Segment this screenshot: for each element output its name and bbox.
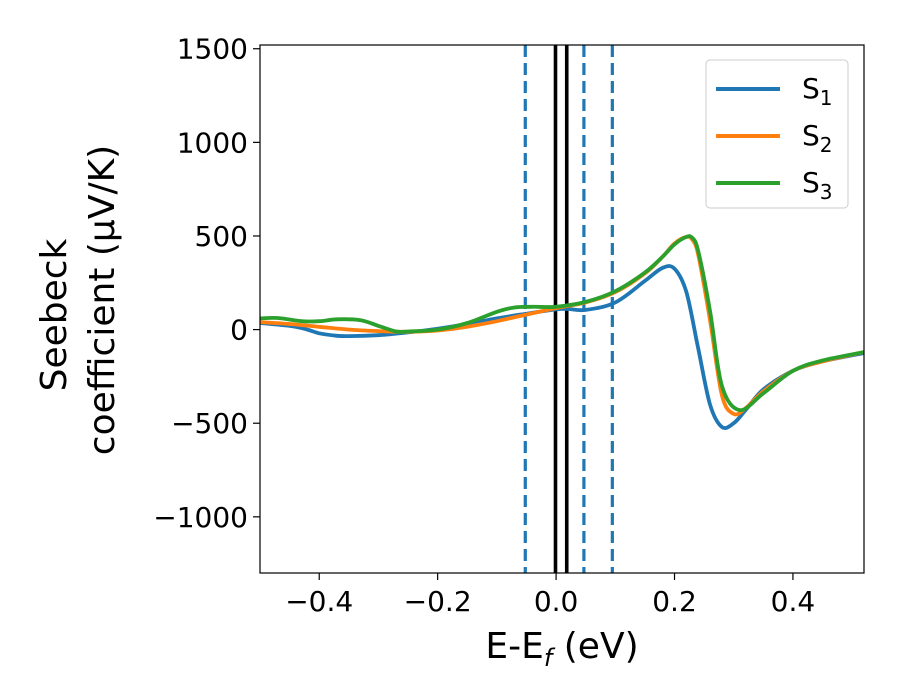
y-tick-label: 0	[230, 314, 248, 347]
series-line-s3	[260, 234, 864, 413]
x-tick-label: −0.4	[285, 585, 353, 618]
x-tick-label: 0.4	[771, 585, 816, 618]
y-axis-label-line2: coefficient (μV/K)	[82, 145, 123, 455]
x-tick-label: 0.0	[534, 585, 579, 618]
x-axis-label-main: E-E	[485, 626, 543, 667]
y-axis-label-line1: Seebeck	[34, 238, 75, 391]
x-tick-label: 0.2	[652, 585, 697, 618]
legend-label-s1: S1	[802, 72, 833, 110]
legend-label-s2: S2	[802, 119, 833, 157]
y-axis-label: Seebeck coefficient (μV/K)	[34, 145, 123, 455]
y-tick-label: −500	[171, 407, 248, 440]
y-tick-label: 1500	[177, 33, 248, 66]
plot-frame	[259, 44, 865, 574]
x-axis-label-unit: (eV)	[552, 626, 638, 667]
y-tick-label: −1000	[153, 501, 248, 534]
y-axis: −1000 −500 0 500 1000 1500	[153, 33, 260, 534]
x-axis-label: E-Ef (eV)	[485, 626, 638, 672]
y-tick-label: 500	[195, 220, 248, 253]
series-lines	[260, 234, 864, 430]
series-line-s1	[260, 264, 864, 430]
legend-label-s3: S3	[802, 166, 833, 204]
x-tick-label: −0.2	[404, 585, 472, 618]
legend: S1 S2 S3	[705, 59, 849, 209]
x-axis: −0.4 −0.2 0.0 0.2 0.4	[285, 573, 815, 618]
y-tick-label: 1000	[177, 126, 248, 159]
